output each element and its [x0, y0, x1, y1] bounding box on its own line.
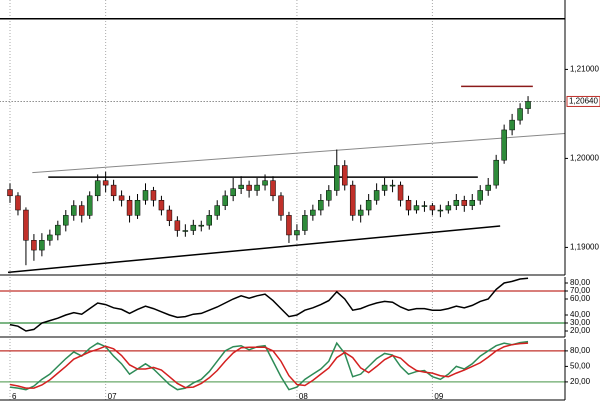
candle-body [222, 195, 228, 206]
x-tick-label: 6 [12, 392, 17, 401]
candle-body [310, 209, 316, 216]
candle-body [71, 205, 77, 216]
candle-body [461, 199, 468, 206]
candle-body [94, 180, 101, 197]
indicator-line [9, 342, 529, 389]
y-tick-label: 50,00 [570, 362, 591, 371]
y-tick-label: 20,00 [570, 326, 591, 335]
candle-body [206, 215, 212, 226]
candle-body [477, 190, 483, 201]
candle-body [413, 205, 420, 211]
y-tick-label: 80,00 [570, 278, 591, 287]
candle-body [501, 129, 507, 161]
candle-body [509, 119, 515, 131]
candle-body [381, 184, 388, 191]
candle-body [445, 205, 452, 211]
candle-body [405, 199, 412, 211]
candle-body [270, 180, 276, 197]
candle-body [254, 184, 260, 191]
candle-body [110, 184, 117, 197]
candle-body [47, 234, 53, 241]
candle-body [421, 205, 428, 207]
candle-body [134, 199, 141, 216]
candle-body [365, 199, 372, 211]
candle-body [517, 108, 523, 121]
y-tick-label: 1,21000 [570, 65, 599, 74]
candle-body [126, 199, 133, 216]
candle-body [334, 165, 340, 191]
indicator-line [9, 277, 529, 332]
candle-body [341, 165, 348, 186]
candle-body [429, 205, 436, 211]
y-tick-label: 1,19000 [570, 243, 599, 252]
candle-body [389, 184, 396, 187]
candle-body [190, 224, 197, 231]
candle-body [102, 180, 109, 186]
candle-body [286, 215, 292, 236]
candle-body [7, 189, 13, 197]
candle-body [150, 190, 157, 201]
y-tick-label: 20,00 [570, 377, 591, 386]
candle-body [525, 101, 531, 109]
candle-body [453, 199, 460, 206]
candle-body [485, 184, 491, 191]
candle-body [118, 195, 125, 201]
y-tick-label: 60,00 [570, 294, 591, 303]
candle-body [318, 199, 324, 211]
candle-body [174, 220, 181, 231]
candle-body [294, 230, 300, 236]
candle-body [262, 180, 268, 186]
candle-body [493, 159, 499, 186]
indicator-line [9, 340, 529, 391]
y-tick-label: 40,00 [570, 310, 591, 319]
candle-body [55, 224, 61, 236]
candle-body [158, 199, 165, 211]
candle-body [230, 188, 236, 197]
y-tick-label: 80,00 [570, 346, 591, 355]
candle-body [31, 240, 37, 251]
candle-body [63, 215, 69, 226]
candle-body [15, 195, 21, 211]
x-tick-label: 08 [299, 392, 308, 401]
candle-body [166, 209, 173, 221]
candle-body [214, 205, 220, 216]
x-tick-label: 07 [108, 392, 117, 401]
candle-body [238, 184, 244, 189]
candle-body [39, 240, 45, 251]
y-tick-label: 70,00 [570, 286, 591, 295]
candle-body [349, 184, 356, 216]
candle-body [198, 224, 205, 227]
trend-line [7, 225, 501, 274]
candle-body [469, 199, 476, 206]
last-price-label: 1,20640 [569, 97, 598, 106]
last-price-box [566, 95, 600, 107]
candle-body [373, 190, 380, 201]
candle-body [278, 195, 284, 216]
x-tick-label: 09 [434, 392, 443, 401]
candle-body [23, 209, 29, 241]
y-tick-label: 30,00 [570, 318, 591, 327]
candle-body [246, 184, 252, 191]
trend-line [32, 132, 565, 174]
candle-body [357, 209, 364, 216]
candle-body [86, 195, 93, 216]
candle-body [437, 209, 444, 212]
candle-body [182, 230, 189, 232]
candle-body [326, 190, 332, 201]
candle-body [397, 184, 404, 201]
candle-body [78, 205, 85, 216]
y-tick-label: 1,20000 [570, 154, 599, 163]
candle-body [302, 215, 308, 231]
candle-body [142, 190, 149, 201]
